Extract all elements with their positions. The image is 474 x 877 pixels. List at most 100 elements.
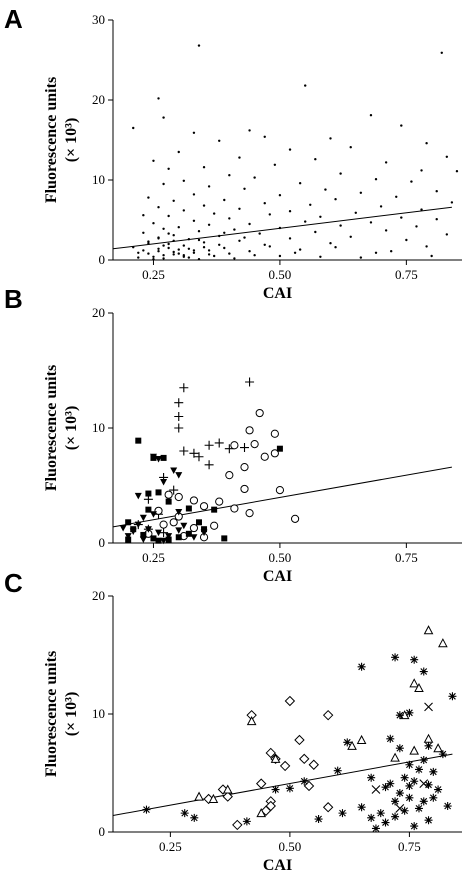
data-point-circle <box>154 506 163 515</box>
data-point-dot <box>197 258 201 261</box>
data-point-dot <box>243 236 246 239</box>
data-point-circle <box>245 508 254 518</box>
y-axis-title: Fluorescence units <box>43 77 60 203</box>
data-point-triangle <box>356 734 367 744</box>
data-point-dot <box>187 238 191 241</box>
series-triangle-down <box>119 453 208 545</box>
data-point-dot <box>374 178 378 181</box>
x-tick-label: 0.25 <box>142 267 165 282</box>
data-point-dot <box>263 243 266 246</box>
data-point-plus <box>245 377 255 387</box>
data-point-dot <box>167 246 170 250</box>
data-point-asterisk <box>381 818 390 827</box>
data-point-dot <box>430 254 433 258</box>
data-point-dot <box>192 219 196 222</box>
data-point-dot <box>132 126 135 130</box>
data-point-diamond <box>294 734 305 746</box>
data-point-dot <box>152 255 155 258</box>
data-point-dot <box>132 246 135 249</box>
x-tick-label: 0.75 <box>398 839 421 854</box>
data-point-triangle <box>347 740 357 750</box>
data-point-asterisk <box>395 789 404 798</box>
data-point-triangle-down <box>165 533 173 540</box>
data-point-dot <box>405 238 408 242</box>
data-point-asterisk <box>414 804 423 813</box>
data-point-asterisk <box>391 653 400 662</box>
data-point-dot <box>435 218 438 221</box>
x-tick-label: 0.50 <box>269 267 292 282</box>
data-point-dot <box>197 238 201 242</box>
data-point-diamond <box>299 753 310 765</box>
data-point-dot <box>238 207 241 210</box>
data-point-dot <box>182 254 186 257</box>
data-point-dot <box>192 249 196 252</box>
data-point-asterisk <box>190 813 199 822</box>
series-circle <box>144 408 300 542</box>
data-point-dot <box>202 204 206 207</box>
data-point-asterisk <box>180 809 189 818</box>
y-tick-label: 10 <box>92 172 105 187</box>
data-point-circle <box>189 496 199 505</box>
data-point-asterisk <box>410 655 419 664</box>
data-point-diamond <box>322 709 334 721</box>
data-point-dot <box>167 232 170 235</box>
data-point-square <box>165 498 172 505</box>
data-point-circle <box>245 426 254 435</box>
data-point-square <box>201 526 208 533</box>
data-point-dot <box>349 146 352 149</box>
data-point-asterisk <box>414 765 423 774</box>
data-point-asterisk <box>242 817 251 826</box>
data-point-circle <box>210 521 219 530</box>
data-point-asterisk <box>367 773 376 782</box>
data-point-x <box>424 702 433 712</box>
data-point-square <box>221 535 228 542</box>
data-point-triangle-down <box>160 537 168 545</box>
data-point-dot <box>207 223 211 226</box>
data-point-dot <box>293 251 297 254</box>
data-point-square <box>185 505 192 512</box>
data-point-plus <box>174 423 184 433</box>
data-point-triangle <box>194 791 204 801</box>
data-point-dot <box>354 211 357 214</box>
data-point-dot <box>167 214 170 218</box>
data-point-dot <box>263 202 266 205</box>
data-point-dot <box>223 198 226 202</box>
data-point-dot <box>278 226 282 230</box>
data-point-asterisk <box>424 780 433 789</box>
data-point-triangle-down <box>155 456 163 463</box>
data-point-square <box>175 534 182 541</box>
data-point-asterisk <box>405 760 414 769</box>
data-point-dot <box>435 190 438 193</box>
data-point-dot <box>192 131 196 134</box>
data-point-dot <box>420 208 423 211</box>
chart-panel-b: B 0 10 20 0.25 0.50 0.75 CAI Fluorescence units(… <box>4 284 462 585</box>
data-point-asterisk <box>314 815 323 824</box>
data-point-dot <box>445 155 449 158</box>
x-tick-label: 0.25 <box>159 839 182 854</box>
data-point-dot <box>349 235 352 238</box>
data-point-dot <box>162 257 165 260</box>
data-point-circle <box>270 449 279 458</box>
data-point-asterisk <box>400 806 409 815</box>
data-point-square <box>155 489 162 496</box>
data-point-triangle <box>409 745 420 755</box>
data-point-dot <box>152 222 155 225</box>
data-point-diamond <box>222 791 233 802</box>
data-point-dot <box>223 246 226 250</box>
data-point-dot <box>152 159 155 162</box>
data-point-dot <box>147 252 150 255</box>
y-tick-label: 30 <box>92 12 105 27</box>
data-point-diamond <box>279 760 291 772</box>
data-point-asterisk <box>410 777 419 786</box>
data-point-triangle-down <box>160 479 168 486</box>
data-point-dot <box>187 256 191 259</box>
data-point-dot <box>177 252 180 255</box>
data-point-plus <box>179 383 189 393</box>
data-point-circle <box>260 452 269 461</box>
data-point-plus <box>169 485 179 495</box>
data-point-dot <box>395 195 398 198</box>
data-point-square <box>276 445 283 452</box>
data-point-square <box>160 454 167 461</box>
data-point-triangle-down <box>149 453 157 461</box>
data-point-circle <box>290 514 300 523</box>
